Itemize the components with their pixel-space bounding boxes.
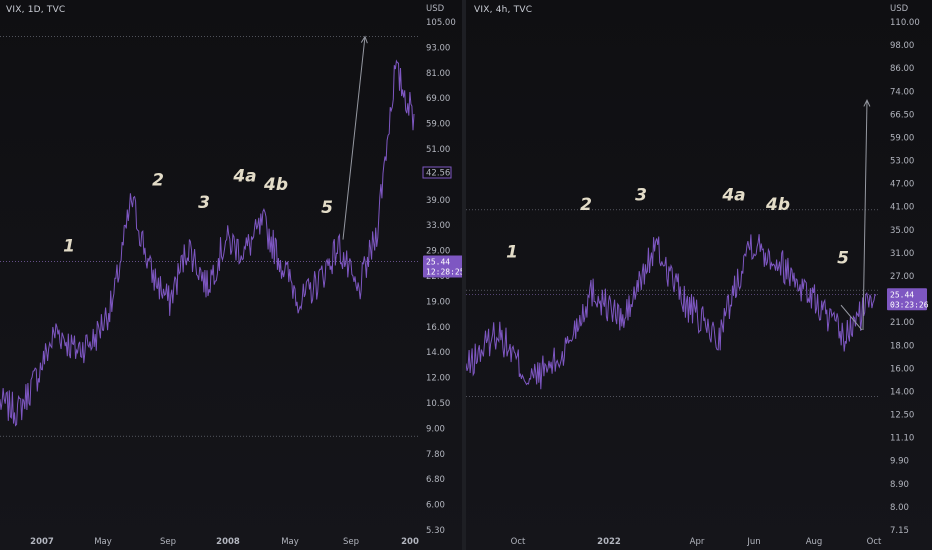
wave-label: 3 — [198, 193, 210, 213]
price-axis-label: 69.00 — [426, 94, 450, 104]
last-price-badge — [887, 288, 927, 311]
price-axis-label: 12.50 — [890, 411, 914, 421]
price-axis-label: 47.00 — [890, 180, 914, 190]
wave-label: 4b — [765, 195, 790, 215]
time-axis-label: May — [281, 537, 299, 547]
wave-label: 5 — [837, 248, 849, 268]
price-axis-label: 39.00 — [426, 196, 450, 206]
price-axis-label: 41.00 — [890, 203, 914, 213]
time-axis-label: Oct — [511, 537, 526, 547]
price-axis-label: 19.00 — [426, 297, 450, 307]
price-axis-label: 31.00 — [890, 249, 914, 259]
time-axis-label: Jun — [746, 537, 760, 547]
price-axis-label: 51.00 — [426, 145, 450, 155]
price-axis-label: 14.00 — [890, 387, 914, 397]
time-axis-label: May — [94, 537, 112, 547]
price-axis-label: 27.00 — [890, 272, 914, 282]
price-axis-label: 59.00 — [890, 133, 914, 143]
last-price-value: 25.44 — [890, 290, 914, 299]
time-axis-label: Apr — [690, 537, 705, 547]
price-axis-label: 9.90 — [890, 457, 909, 467]
right-chart-pane[interactable]: VIX, 4h, TVC — [466, 0, 932, 550]
price-axis-label: 53.00 — [890, 157, 914, 167]
bar-countdown: 12:28:25 — [426, 268, 462, 277]
left-chart-title: VIX, 1D, TVC — [6, 5, 66, 15]
price-series-line — [466, 234, 877, 390]
price-axis-label: 21.00 — [890, 318, 914, 328]
price-axis-label: 12.00 — [426, 374, 450, 384]
wave-label: 4a — [721, 186, 745, 206]
price-axis-label: 7.80 — [426, 450, 445, 460]
price-axis-label: 98.00 — [890, 41, 914, 51]
time-axis-label: Aug — [806, 537, 823, 547]
left-chart-svg: 1 2 3 4a 4b 5 105.00 93.00 81.00 69.00 59.00 51.00 4… — [0, 4, 462, 547]
bar-countdown: 03:23:26 — [890, 300, 929, 309]
time-axis-label: 200 — [401, 537, 419, 547]
wave-label: 5 — [321, 198, 333, 218]
price-axis-label: 59.00 — [426, 120, 450, 130]
wave-label: 4a — [232, 166, 256, 186]
price-axis-label: 18.00 — [890, 341, 914, 351]
time-axis-label: 2008 — [216, 537, 240, 547]
wave-label: 2 — [152, 170, 164, 190]
pane-divider[interactable] — [462, 0, 466, 550]
price-axis-label: 16.00 — [426, 323, 450, 333]
price-axis-label: 74.00 — [890, 87, 914, 97]
price-axis-label: 81.00 — [426, 69, 450, 79]
marked-price-badge — [422, 166, 452, 179]
price-axis-label: 6.80 — [426, 475, 445, 485]
price-axis-label: 7.15 — [890, 526, 909, 536]
wave-label: 2 — [580, 195, 592, 215]
price-axis-label: 66.50 — [890, 110, 914, 120]
price-series-line — [0, 59, 415, 427]
price-axis-label: 8.00 — [890, 503, 909, 513]
last-price-value: 25.44 — [426, 258, 450, 267]
price-axis-label: 110.00 — [890, 18, 920, 28]
wave-label: 1 — [63, 237, 75, 257]
price-axis-label: 5.30 — [426, 526, 445, 536]
price-axis-label: 29.00 — [426, 247, 450, 257]
wave-label: 3 — [635, 186, 647, 206]
price-axis-label: 8.90 — [890, 480, 909, 490]
left-chart-pane[interactable]: VIX, 1D, TVC — [0, 0, 462, 550]
price-axis-label: 14.00 — [426, 348, 450, 358]
time-axis-label: 2022 — [597, 537, 621, 547]
price-axis-label: 105.00 — [426, 18, 456, 28]
right-chart-svg: 1 2 3 4a 4b 5 110.00 98.00 86.00 74.00 66.50 59.00 5… — [466, 4, 929, 547]
last-price-badge — [423, 255, 462, 278]
wave-label: 4b — [263, 175, 288, 195]
price-axis-label: 33.00 — [426, 221, 450, 231]
price-axis-label: 11.10 — [890, 434, 914, 444]
time-axis-label: 2007 — [30, 537, 54, 547]
axis-unit-label: USD — [426, 4, 445, 14]
price-axis-label: 16.00 — [890, 364, 914, 374]
price-axis-label: 93.00 — [426, 43, 450, 53]
projection-arrow — [342, 36, 366, 240]
projection-arrowhead — [360, 35, 368, 44]
projection-arrow — [862, 100, 868, 331]
price-axis-label: 35.00 — [890, 226, 914, 236]
price-axis-label: 10.50 — [426, 399, 450, 409]
time-axis-label: Sep — [343, 537, 359, 547]
projection-arrowhead — [863, 99, 871, 107]
axis-unit-label: USD — [890, 4, 909, 14]
price-axis-label: 9.00 — [426, 424, 445, 434]
wave-label: 1 — [506, 242, 518, 262]
right-chart-title: VIX, 4h, TVC — [474, 5, 533, 15]
time-axis-label: Sep — [160, 537, 176, 547]
projection-leadin — [840, 304, 863, 331]
price-axis-label: 6.00 — [426, 501, 445, 511]
time-axis-label: Oct — [867, 537, 882, 547]
price-axis-label: 86.00 — [890, 64, 914, 74]
marked-price-value: 42.56 — [426, 169, 450, 179]
